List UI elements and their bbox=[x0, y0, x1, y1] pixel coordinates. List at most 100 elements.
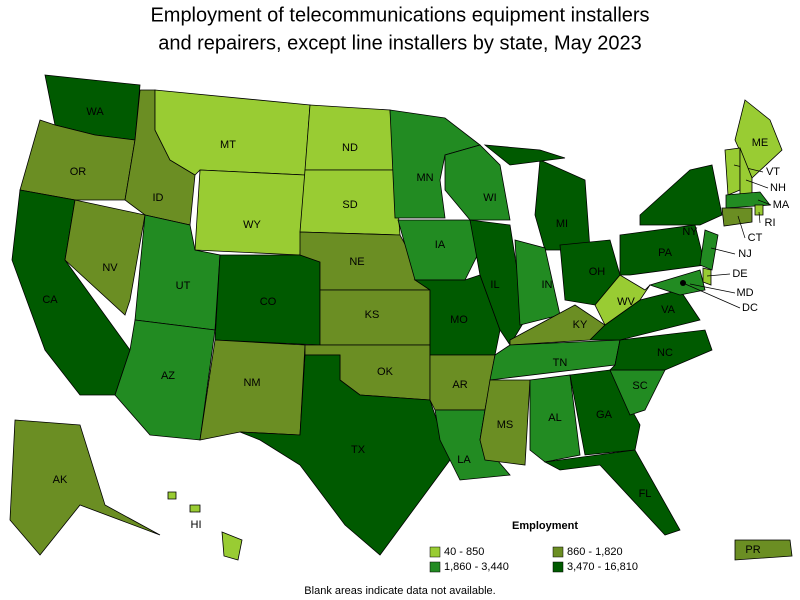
legend-label: 860 - 1,820 bbox=[567, 546, 623, 558]
state-label: ME bbox=[752, 137, 769, 149]
state-shape bbox=[534, 159, 591, 251]
legend-swatch bbox=[429, 561, 441, 573]
state-shape bbox=[724, 147, 741, 196]
states: WA OR CA ID NV MT WY UT AZ CO NM ND SD NE KS OK TX MN IA MO… bbox=[9, 74, 793, 561]
state-shape bbox=[721, 207, 753, 227]
state-label: AZ bbox=[161, 370, 175, 382]
state-label: PA bbox=[658, 247, 673, 259]
state-label: NV bbox=[102, 262, 118, 274]
state-label: HI bbox=[191, 519, 202, 531]
title-line: Employment of telecommunications equipme… bbox=[150, 4, 649, 26]
state-label: MS bbox=[497, 419, 514, 431]
state-label: SD bbox=[342, 199, 357, 211]
state-label: ND bbox=[342, 142, 358, 154]
leader-line bbox=[682, 282, 741, 309]
state-shape bbox=[639, 164, 723, 226]
state-shape bbox=[194, 169, 306, 256]
state-shape bbox=[754, 204, 764, 216]
state-label: OH bbox=[589, 266, 606, 278]
state-label: NC bbox=[657, 347, 673, 359]
state-label: NM bbox=[243, 377, 260, 389]
state-label: VA bbox=[661, 304, 676, 316]
state-label: SC bbox=[632, 380, 647, 392]
state-label: MO bbox=[450, 314, 468, 326]
state-label: DE bbox=[732, 268, 747, 280]
legend-label: 3,470 - 16,810 bbox=[567, 561, 638, 573]
state-shape bbox=[734, 99, 783, 179]
state-label: RI bbox=[765, 217, 776, 229]
state-shape bbox=[154, 89, 311, 176]
state-shape bbox=[239, 354, 451, 556]
state-label: AK bbox=[53, 474, 68, 486]
state-label: WI bbox=[483, 192, 496, 204]
state-shape bbox=[619, 224, 706, 276]
state-label: NH bbox=[770, 182, 786, 194]
state-shape bbox=[167, 491, 177, 500]
state-label: CA bbox=[42, 294, 58, 306]
leader-line bbox=[757, 199, 772, 206]
state-label: OK bbox=[377, 366, 394, 378]
state-shape bbox=[413, 274, 501, 356]
state-label: KY bbox=[573, 319, 588, 331]
state-label: LA bbox=[457, 454, 471, 466]
leader-line bbox=[737, 215, 746, 239]
state-label: CO bbox=[260, 296, 277, 308]
legend: 40 - 850 860 - 1,820 1,860 - 3,440 3,470 - … bbox=[429, 546, 638, 573]
state-label: CT bbox=[748, 232, 763, 244]
leader-line bbox=[706, 273, 731, 277]
state-label: AL bbox=[548, 412, 561, 424]
state-shape bbox=[648, 269, 706, 296]
state-label: ID bbox=[153, 192, 164, 204]
state-shape bbox=[114, 319, 216, 441]
state-shape bbox=[397, 219, 481, 281]
state-shape bbox=[199, 339, 306, 441]
state-shape bbox=[514, 239, 561, 326]
state-shape bbox=[702, 267, 712, 286]
state-label: MA bbox=[773, 199, 790, 211]
state-label: VT bbox=[766, 166, 780, 178]
leader-line bbox=[710, 247, 736, 255]
legend-title: Employment bbox=[512, 520, 578, 532]
legend-swatch bbox=[429, 546, 441, 558]
state-label: NJ bbox=[738, 248, 751, 260]
legend-swatch bbox=[552, 561, 564, 573]
leader-line bbox=[689, 283, 736, 294]
state-shape bbox=[9, 419, 161, 556]
state-label: WY bbox=[243, 219, 261, 231]
state-label: IL bbox=[490, 279, 499, 291]
state-shape bbox=[444, 144, 511, 221]
state-label: TX bbox=[351, 444, 366, 456]
state-shape bbox=[479, 379, 531, 466]
state-shape bbox=[725, 191, 771, 209]
state-label: UT bbox=[176, 280, 191, 292]
state-label: DC bbox=[742, 302, 758, 314]
state-shape bbox=[64, 199, 146, 316]
state-shape bbox=[189, 504, 201, 513]
state-label: IN bbox=[542, 279, 553, 291]
state-label: PR bbox=[745, 544, 760, 556]
state-label: TN bbox=[553, 357, 568, 369]
state-shape bbox=[543, 449, 681, 536]
state-label: AR bbox=[452, 379, 467, 391]
legend-swatch bbox=[552, 546, 564, 558]
state-label: FL bbox=[639, 488, 652, 500]
state-shape bbox=[304, 104, 396, 171]
state-label: WA bbox=[86, 106, 104, 118]
state-shape bbox=[734, 539, 793, 561]
state-shape bbox=[569, 369, 641, 456]
state-shape bbox=[699, 229, 719, 271]
state-label: WV bbox=[617, 296, 635, 308]
legend-label: 1,860 - 3,440 bbox=[444, 561, 509, 573]
state-shape bbox=[483, 144, 566, 166]
footnote: Blank areas indicate data not available. bbox=[304, 585, 495, 597]
state-label: MN bbox=[416, 172, 433, 184]
state-label: NE bbox=[349, 256, 364, 268]
state-label: MT bbox=[220, 139, 236, 151]
state-label: MD bbox=[736, 287, 753, 299]
state-shape bbox=[221, 531, 243, 561]
leader-line bbox=[745, 179, 769, 189]
leader-line bbox=[758, 211, 761, 224]
state-label: GA bbox=[596, 409, 613, 421]
legend-label: 40 - 850 bbox=[444, 546, 484, 558]
